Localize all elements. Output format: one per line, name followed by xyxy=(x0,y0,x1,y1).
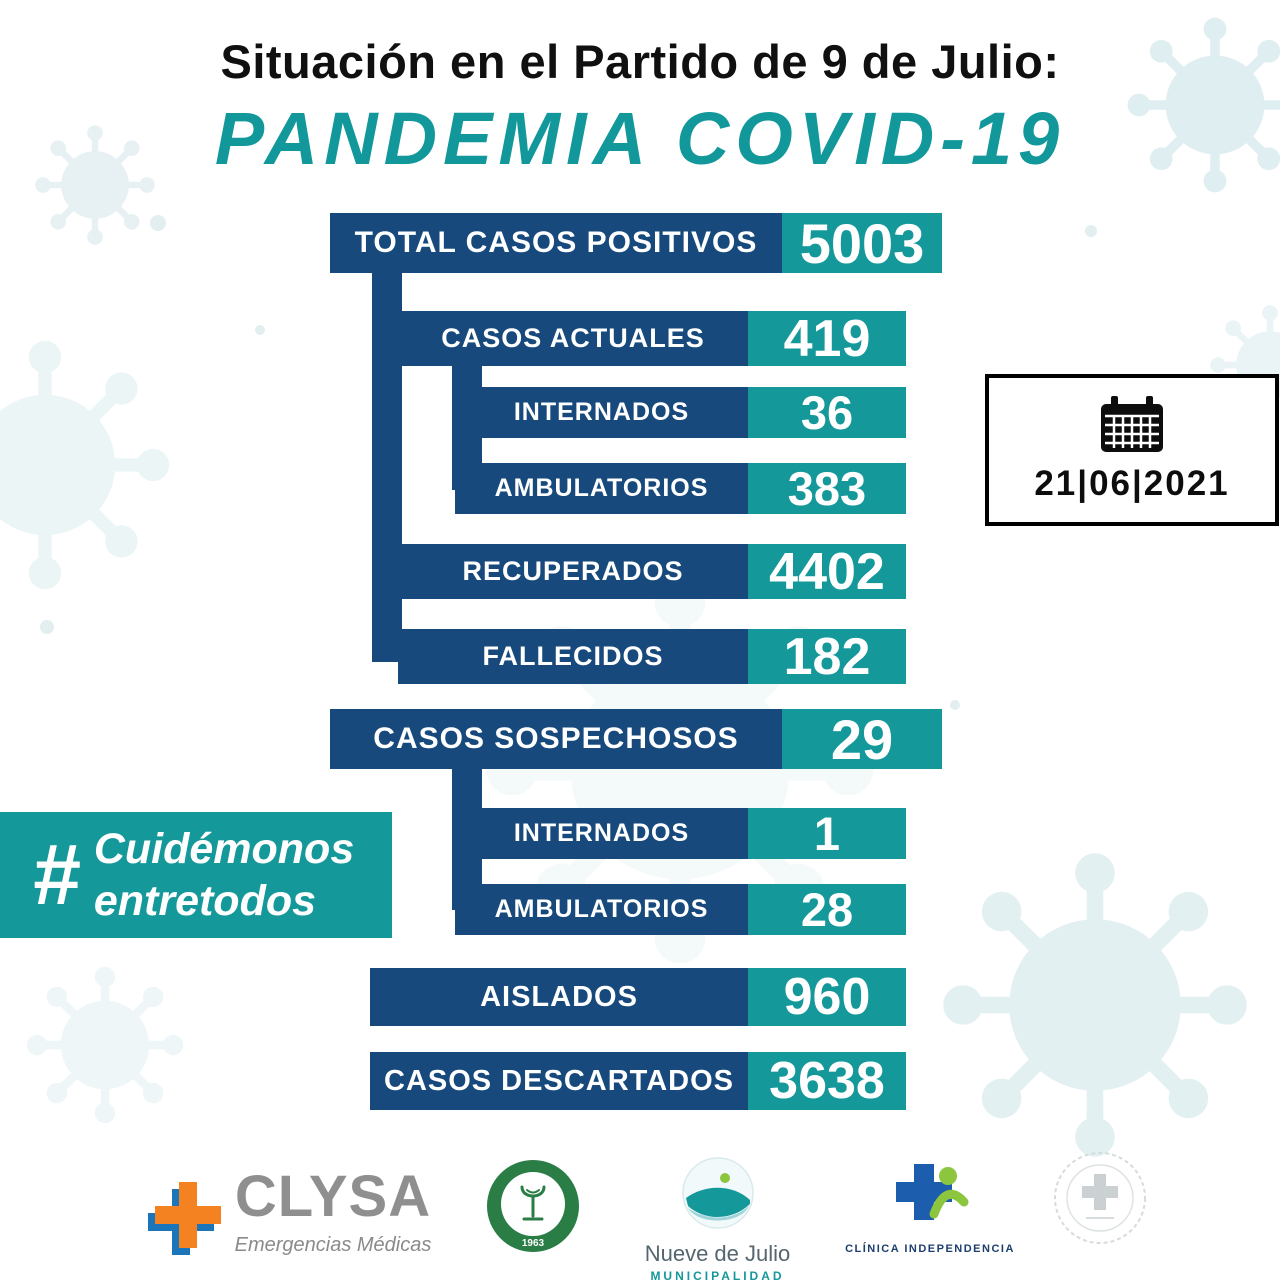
stat-value: 5003 xyxy=(799,211,925,275)
stat-row-internados-actuales: INTERNADOS 36 xyxy=(455,386,906,439)
clysa-logo-icon xyxy=(145,1172,231,1263)
hash-symbol: # xyxy=(32,827,80,923)
stat-label: TOTAL CASOS POSITIVOS xyxy=(330,213,782,273)
dot-decoration xyxy=(950,700,960,710)
stat-value: 182 xyxy=(783,627,871,686)
stat-label: RECUPERADOS xyxy=(398,544,748,599)
clinica-independencia-logo: CLÍNICA INDEPENDENCIA xyxy=(845,1158,1015,1255)
stat-value: 4402 xyxy=(769,542,885,601)
stat-value: 1 xyxy=(813,807,841,860)
municipalidad-emblem-icon xyxy=(681,1157,754,1229)
stat-label: CASOS ACTUALES xyxy=(398,311,748,366)
clinica-name: CLÍNICA INDEPENDENCIA xyxy=(845,1243,1015,1255)
stat-value: 36 xyxy=(800,386,854,439)
stamp-logo xyxy=(1052,1150,1148,1251)
circulo-medico-emblem-icon xyxy=(501,1172,565,1236)
clinica-cross-icon xyxy=(896,1164,969,1220)
stat-row-casos-descartados: CASOS DESCARTADOS 3638 xyxy=(370,1052,906,1110)
stat-value: 419 xyxy=(783,309,871,368)
stat-label: INTERNADOS xyxy=(455,387,748,438)
circulo-medico-year: 1963 xyxy=(521,1238,545,1249)
stat-label: FALLECIDOS xyxy=(398,629,748,684)
stat-label: CASOS DESCARTADOS xyxy=(370,1052,748,1110)
dot-decoration xyxy=(150,215,166,231)
stat-label: AISLADOS xyxy=(370,968,748,1026)
dot-decoration xyxy=(255,325,265,335)
hashtag-line1: Cuidémonos xyxy=(93,824,355,873)
stat-value: 3638 xyxy=(769,1052,885,1110)
virus-decoration-icon xyxy=(0,330,180,600)
circulo-medico-logo: 1963 xyxy=(487,1160,579,1252)
clysa-tagline: Emergencias Médicas xyxy=(234,1234,432,1256)
stat-row-internados-sospechosos: INTERNADOS 1 xyxy=(455,807,906,860)
hashtag-line2: entretodos xyxy=(93,877,317,925)
hashtag-banner: # Cuidémonos entretodos xyxy=(0,812,392,938)
stat-row-total-casos-positivos: TOTAL CASOS POSITIVOS 5003 xyxy=(330,211,942,275)
stamp-emblem-icon xyxy=(1054,1152,1146,1244)
stat-row-fallecidos: FALLECIDOS 182 xyxy=(398,627,906,686)
stat-row-casos-sospechosos: CASOS SOSPECHOSOS 29 xyxy=(330,707,942,771)
stat-row-recuperados: RECUPERADOS 4402 xyxy=(398,542,906,601)
report-date: 21|06|2021 xyxy=(1034,464,1230,503)
stat-value: 960 xyxy=(783,968,871,1026)
clysa-logo: CLYSA Emergencias Médicas xyxy=(228,1168,438,1257)
dot-decoration xyxy=(1085,225,1097,237)
calendar-icon xyxy=(1101,396,1163,452)
clysa-name: CLYSA xyxy=(234,1164,432,1229)
stat-value: 29 xyxy=(830,707,894,771)
dot-decoration xyxy=(40,620,54,634)
page-subtitle: PANDEMIA COVID-19 xyxy=(214,97,1066,180)
municipalidad-logo: Nueve de Julio MUNICIPALIDAD xyxy=(640,1156,795,1280)
stat-value: 28 xyxy=(800,883,854,936)
page-title: Situación en el Partido de 9 de Julio: xyxy=(220,35,1060,88)
stat-label: AMBULATORIOS xyxy=(455,463,748,514)
hashtag-text: Cuidémonos entretodos xyxy=(94,823,354,928)
connector-line xyxy=(372,250,402,662)
stat-label: INTERNADOS xyxy=(455,808,748,859)
stat-label: CASOS SOSPECHOSOS xyxy=(330,709,782,769)
virus-decoration-icon xyxy=(930,840,1260,1170)
stat-row-ambulatorios-actuales: AMBULATORIOS 383 xyxy=(455,462,906,515)
stat-row-ambulatorios-sospechosos: AMBULATORIOS 28 xyxy=(455,883,906,936)
stat-row-casos-actuales: CASOS ACTUALES 419 xyxy=(398,309,906,368)
stat-label: AMBULATORIOS xyxy=(455,884,748,935)
date-box: 21|06|2021 xyxy=(985,374,1279,526)
virus-decoration-icon xyxy=(20,960,190,1130)
municipalidad-subtitle: MUNICIPALIDAD xyxy=(650,1269,785,1280)
municipalidad-name: Nueve de Julio xyxy=(644,1241,791,1266)
stat-row-aislados: AISLADOS 960 xyxy=(370,968,906,1026)
stat-value: 383 xyxy=(787,462,867,515)
